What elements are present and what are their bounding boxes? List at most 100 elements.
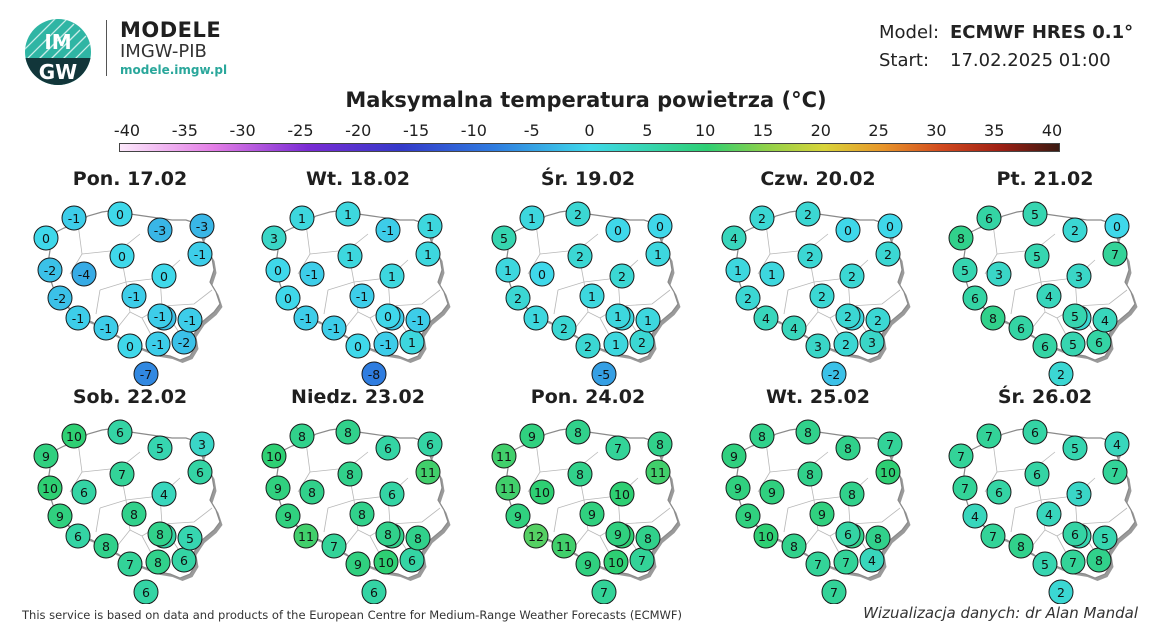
colorbar — [119, 143, 1060, 152]
marker-value: -3 — [196, 219, 208, 234]
marker-circle — [753, 305, 779, 331]
marker-value: 8 — [346, 467, 354, 482]
marker-value: 6 — [1041, 339, 1049, 354]
colorbar-tick-label: 25 — [868, 121, 889, 140]
temperature-marker: 2 — [795, 201, 821, 227]
marker-circle — [335, 419, 361, 445]
marker-circle — [1060, 549, 1086, 575]
temperature-marker: 12 — [523, 523, 549, 549]
marker-value: 11 — [298, 529, 314, 544]
temperature-marker: 2 — [839, 263, 865, 289]
marker-value: 2 — [844, 309, 852, 324]
marker-value: 3 — [1075, 269, 1083, 284]
marker-value: 0 — [538, 267, 546, 282]
imgw-logo: IM GW — [25, 19, 91, 85]
marker-value: 2 — [1057, 367, 1065, 382]
temperature-marker: 5 — [177, 525, 203, 551]
marker-circle — [1092, 307, 1118, 333]
marker-value: 10 — [42, 481, 58, 496]
temperature-marker: 6 — [375, 435, 401, 461]
temperature-marker: 0 — [117, 333, 143, 359]
temperature-marker: 10 — [37, 475, 63, 501]
temperature-marker: 7 — [805, 551, 831, 577]
start-label: Start: — [879, 50, 930, 71]
marker-value: 6 — [384, 441, 392, 456]
marker-value: 9 — [514, 509, 522, 524]
ecmwf-credit: This service is based on data and produc… — [22, 608, 682, 622]
temperature-marker: 8 — [567, 461, 593, 487]
marker-value: 6 — [1095, 335, 1103, 350]
marker-value: 9 — [818, 507, 826, 522]
marker-value: 9 — [284, 509, 292, 524]
marker-circle — [147, 435, 173, 461]
marker-value: 4 — [971, 509, 979, 524]
marker-circle — [735, 503, 761, 529]
temperature-marker: 9 — [505, 503, 531, 529]
marker-circle — [405, 525, 431, 551]
marker-circle — [795, 419, 821, 445]
marker-circle — [145, 331, 171, 357]
temperature-marker: 5 — [1062, 435, 1088, 461]
marker-value: 5 — [1031, 207, 1039, 222]
marker-value: 3 — [270, 231, 278, 246]
marker-value: 9 — [614, 527, 622, 542]
temperature-marker: 2 — [797, 243, 823, 269]
marker-value: 1 — [344, 207, 352, 222]
marker-value: 1 — [424, 247, 432, 262]
temperature-marker: 2 — [565, 201, 591, 227]
marker-circle — [795, 201, 821, 227]
marker-circle — [337, 243, 363, 269]
marker-value: -1 — [380, 337, 392, 352]
temperature-marker: 8 — [145, 549, 171, 575]
marker-value: 0 — [284, 291, 292, 306]
marker-circle — [1024, 243, 1050, 269]
temperature-marker: 2 — [567, 243, 593, 269]
marker-value: 7 — [126, 557, 134, 572]
marker-circle — [591, 579, 617, 604]
marker-circle — [1104, 213, 1130, 239]
temperature-marker: 6 — [1032, 333, 1058, 359]
marker-value: -2 — [54, 291, 66, 306]
temperature-marker: 9 — [579, 501, 605, 527]
temperature-marker: 1 — [335, 201, 361, 227]
colorbar-tick-label: -10 — [460, 121, 487, 140]
temperature-marker: -2 — [821, 361, 847, 386]
marker-circle — [833, 331, 859, 357]
region-border — [1076, 289, 1128, 307]
marker-circle — [565, 419, 591, 445]
marker-value: 12 — [528, 529, 544, 544]
panel-date: Sob. 22.02 — [72, 386, 188, 408]
marker-circle — [1102, 241, 1128, 267]
marker-value: 0 — [42, 231, 50, 246]
temperature-marker: 1 — [579, 283, 605, 309]
temperature-marker: 3 — [1066, 481, 1092, 507]
model-value: ECMWF HRES 0.1° — [950, 22, 1134, 43]
marker-value: 5 — [1101, 531, 1109, 546]
marker-value: -1 — [152, 337, 164, 352]
region-border — [95, 507, 101, 533]
marker-circle — [1032, 333, 1058, 359]
marker-value: 10 — [266, 449, 282, 464]
brand-url[interactable]: modele.imgw.pl — [120, 63, 228, 77]
marker-circle — [821, 579, 847, 604]
marker-circle — [33, 443, 59, 469]
region-border — [323, 507, 329, 533]
marker-circle — [952, 475, 978, 501]
marker-circle — [261, 225, 287, 251]
temperature-marker: 11 — [491, 443, 517, 469]
marker-value: 1 — [588, 289, 596, 304]
marker-value: 6 — [180, 553, 188, 568]
temperature-marker: 6 — [171, 547, 197, 573]
day-panel: Niedz. 23.028810669886119811879106868 — [258, 386, 458, 604]
region-border — [553, 507, 559, 533]
marker-circle — [147, 217, 173, 243]
colorbar-tick-label: 35 — [984, 121, 1005, 140]
marker-value: 1 — [532, 311, 540, 326]
marker-circle — [107, 419, 133, 445]
temperature-marker: 0 — [877, 213, 903, 239]
region-border — [553, 289, 559, 315]
region-border — [783, 507, 789, 533]
temperature-marker: 1 — [635, 307, 661, 333]
marker-circle — [417, 213, 443, 239]
marker-circle — [797, 461, 823, 487]
